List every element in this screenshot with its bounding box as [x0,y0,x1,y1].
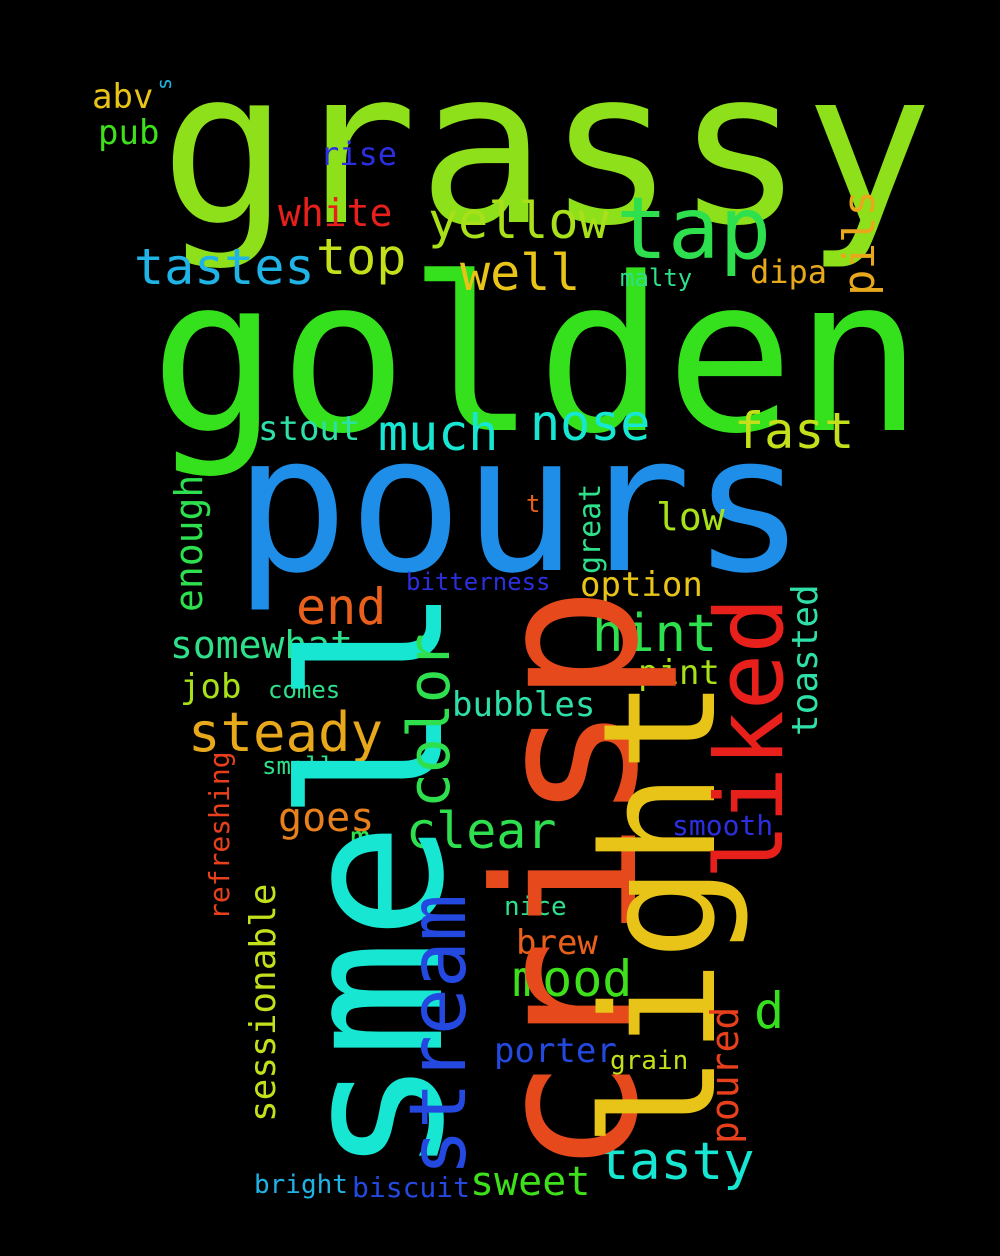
word-well: well [460,244,581,302]
word-clear: clear [406,802,557,860]
word-pint: pint [638,653,720,693]
word-enough: enough [167,474,211,612]
word-dipa: dipa [750,253,828,291]
word-golden: golden [150,232,924,481]
word-biscuit: biscuit [352,1171,471,1204]
word-brew: brew [516,923,598,963]
word-much: much [378,404,499,462]
word-end: end [296,578,387,636]
word-d: d [754,982,785,1040]
word-bright: bright [254,1170,348,1200]
word-stout: stout [258,409,361,449]
word-great: great [573,483,608,574]
word-pils: pils [834,190,885,296]
word-hint: hint [592,604,718,664]
word-job: job [180,667,242,707]
word-top: top [316,228,407,286]
word-smooth: smooth [672,809,774,842]
word-abv: abv [92,77,154,117]
word-sweet: sweet [470,1159,591,1205]
word-fast: fast [734,402,855,460]
word-nose: nose [530,394,651,452]
word-t: t [526,490,541,518]
word-nice: nice [504,892,567,922]
word-liked: liked [696,597,805,880]
word-comes: comes [268,676,341,704]
word-color: color [395,633,463,808]
word-sessionable: sessionable [243,883,284,1122]
word-white: white [278,191,393,235]
word-grassy: grassy [160,24,934,273]
word-tasty: tasty [598,1132,755,1192]
word-goes: goes [278,795,375,841]
word-refreshing: refreshing [203,751,236,920]
word-low: low [656,495,725,539]
word-rise: rise [320,135,398,173]
word-somewhat: somewhat [170,623,354,667]
word-steady: steady [188,701,384,764]
word-pours: pours [234,394,806,615]
word-bubbles: bubbles [452,685,596,725]
word-s: s [152,77,176,90]
word-pub: pub [98,113,160,153]
word-small: small [262,752,335,780]
word-yellow: yellow [428,192,609,250]
word-stream: stream [394,894,484,1176]
word-toasted: toasted [785,584,826,736]
word-bitterness: bitterness [406,568,551,596]
word-grain: grain [610,1046,689,1076]
word-tastes: tastes [134,238,315,296]
word-m: m [350,819,371,859]
word-tap: tap [616,179,772,279]
word-malty: malty [620,264,693,292]
word-porter: porter [494,1031,617,1071]
word-option: option [580,565,703,605]
word-poured: poured [703,1006,747,1144]
word-mood: mood [512,950,633,1008]
